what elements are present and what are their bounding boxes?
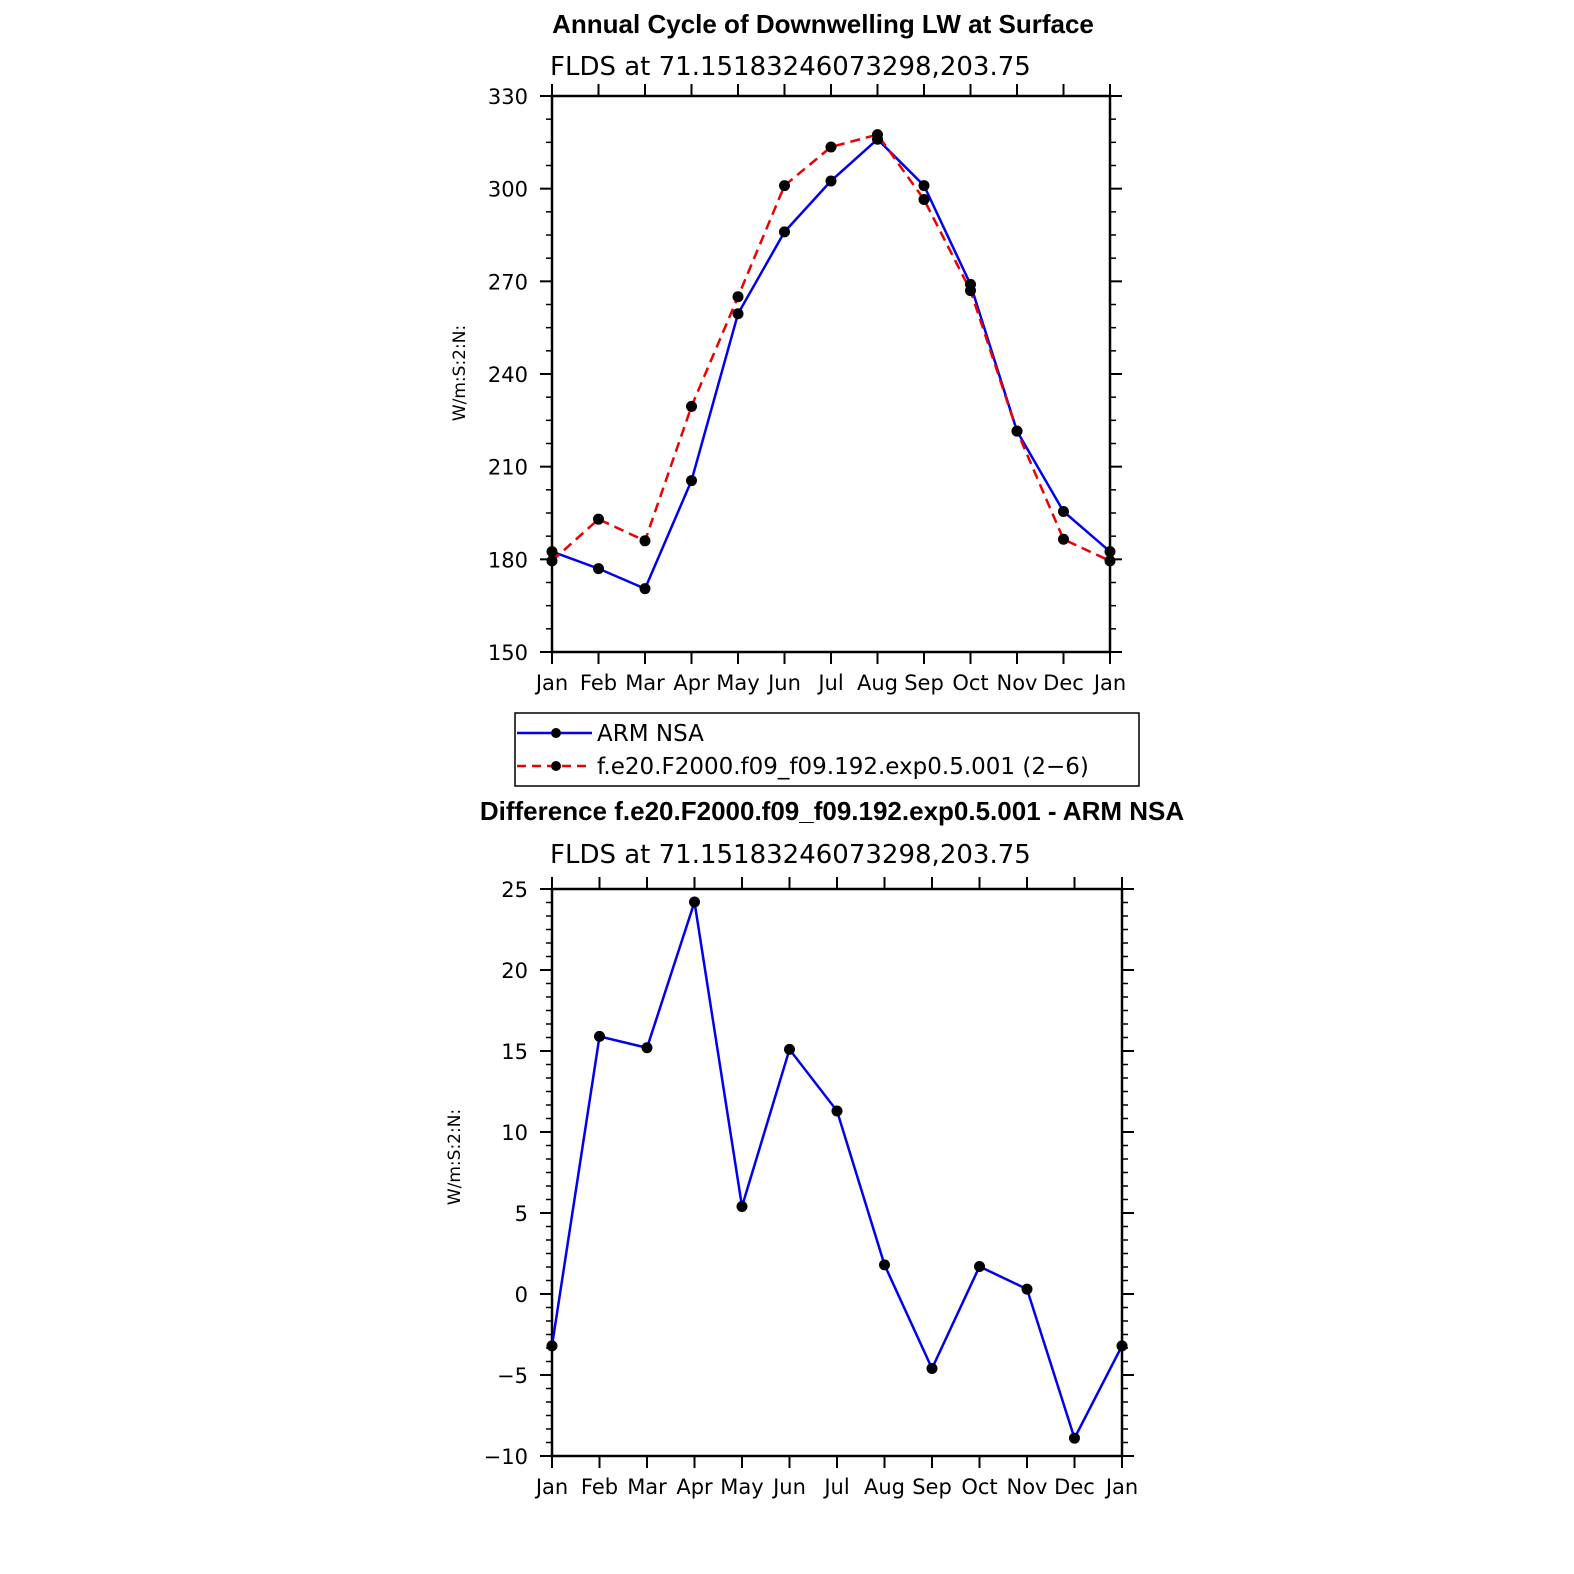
x-tick-label: Jun [771, 1475, 806, 1499]
x-tick-label: Aug [857, 671, 898, 695]
panel-annual-cycle: Annual Cycle of Downwelling LW at Surfac… [450, 9, 1126, 695]
x-tick-label: Jan [534, 1475, 568, 1499]
legend-marker-obs [551, 728, 561, 738]
data-point [1021, 1283, 1033, 1295]
y-tick-label: 15 [501, 1040, 528, 1064]
x-tick-label: Nov [1007, 1475, 1048, 1499]
data-point [918, 180, 930, 192]
data-point [639, 583, 651, 595]
y-tick-label: 270 [488, 270, 528, 294]
data-point [779, 180, 790, 192]
legend-marker-model [551, 761, 561, 771]
y-tick-label: 180 [488, 548, 528, 572]
data-point [918, 193, 930, 205]
plot-area: −10 −5 0 5 10 15 20 25 Jan Feb Mar Apr May Jun Jul Aug S… [484, 877, 1138, 1499]
data-point [1058, 505, 1069, 517]
data-point [639, 535, 651, 547]
panel-difference: Difference f.e20.F2000.f09_f09.192.exp0.… [445, 796, 1184, 1499]
data-point [732, 308, 744, 320]
data-point [872, 129, 883, 141]
data-point [689, 896, 700, 908]
data-point [546, 555, 558, 567]
x-tick-label: Apr [673, 671, 710, 695]
data-point [1104, 555, 1116, 567]
x-tick-label: Mar [625, 671, 665, 695]
y-tick-label: 20 [501, 959, 528, 983]
data-point [779, 226, 790, 238]
data-point [1116, 1340, 1128, 1352]
chart-title: Annual Cycle of Downwelling LW at Surfac… [552, 9, 1094, 39]
x-tick-label: Jan [1092, 671, 1126, 695]
data-point [732, 291, 744, 303]
data-point [641, 1042, 653, 1054]
data-point [974, 1260, 985, 1272]
chart-subtitle: FLDS at 71.15183246073298,203.75 [550, 840, 1031, 870]
data-point [831, 1105, 843, 1117]
data-point [546, 1340, 558, 1352]
y-tick-label: 210 [488, 456, 528, 480]
x-tick-label: Jul [822, 1475, 849, 1499]
y-tick-label: 240 [488, 363, 528, 387]
y-tick-label: 5 [515, 1202, 528, 1226]
x-tick-label: Sep [912, 1475, 952, 1499]
data-point [879, 1259, 890, 1271]
y-tick-label: 300 [488, 178, 528, 202]
y-tick-label: −5 [497, 1364, 528, 1388]
data-point [593, 563, 604, 575]
x-tick-label: Nov [997, 671, 1038, 695]
y-tick-label: 150 [488, 641, 528, 665]
legend-box [514, 712, 1140, 787]
data-point [926, 1363, 938, 1375]
data-point [1011, 425, 1023, 437]
x-tick-label: Dec [1054, 1475, 1095, 1499]
x-tick-label: Jan [534, 671, 568, 695]
data-point [784, 1043, 795, 1055]
y-tick-label: −10 [484, 1445, 528, 1469]
y-tick-label: 0 [515, 1283, 528, 1307]
data-point [546, 546, 558, 558]
data-point [825, 141, 837, 153]
x-tick-label: Jan [1104, 1475, 1138, 1499]
x-tick-label: Apr [676, 1475, 713, 1499]
x-tick-label: Jul [816, 671, 843, 695]
legend: ARM NSA f.e20.F2000.f09_f09.192.exp0.5.0… [514, 712, 1140, 787]
legend-label-obs: ARM NSA [597, 721, 704, 747]
plot-frame [550, 887, 1124, 1458]
series-line-obs [551, 137, 1111, 591]
x-tick-label: Oct [952, 671, 988, 695]
y-axis-label: W/m:S:2:N: [445, 1109, 465, 1205]
y-axis-label: W/m:S:2:N: [450, 325, 470, 421]
x-tick-label: Feb [581, 1475, 618, 1499]
x-tick-label: May [716, 671, 759, 695]
x-tick-label: Sep [904, 671, 944, 695]
x-tick-label: Dec [1043, 671, 1084, 695]
data-point [686, 475, 697, 487]
data-point [1058, 533, 1069, 545]
x-tick-label: May [720, 1475, 763, 1499]
series-line-model [551, 133, 1111, 563]
legend-label-model: f.e20.F2000.f09_f09.192.exp0.5.001 (2−6) [597, 754, 1089, 780]
x-tick-label: Mar [627, 1475, 667, 1499]
data-point [825, 175, 837, 187]
series-line-obs [550, 901, 1124, 1442]
y-tick-label: 10 [501, 1121, 528, 1145]
y-tick-label: 25 [501, 878, 528, 902]
x-tick-label: Feb [580, 671, 617, 695]
data-point [593, 513, 604, 525]
data-point [594, 1030, 605, 1042]
data-point [1069, 1432, 1080, 1444]
x-tick-label: Oct [961, 1475, 997, 1499]
data-point [736, 1201, 748, 1213]
data-point [965, 285, 976, 297]
y-tick-label: 330 [488, 85, 528, 109]
plot-area: 150 180 210 240 270 300 330 Jan Feb Mar Apr May Jun J… [488, 84, 1126, 695]
data-point [686, 400, 697, 412]
x-tick-label: Aug [864, 1475, 905, 1499]
chart-title: Difference f.e20.F2000.f09_f09.192.exp0.… [480, 796, 1184, 826]
chart-subtitle: FLDS at 71.15183246073298,203.75 [550, 52, 1031, 82]
x-tick-label: Jun [766, 671, 801, 695]
data-point [1104, 546, 1116, 558]
